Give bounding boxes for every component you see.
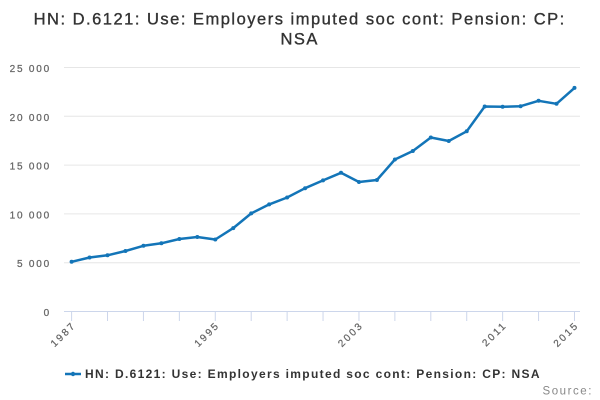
svg-text:25 000: 25 000 — [10, 64, 51, 75]
svg-text:HN: D.6121: Use: Employers imp: HN: D.6121: Use: Employers imputed soc c… — [34, 10, 566, 28]
svg-text:0: 0 — [44, 308, 51, 319]
svg-text:HN: D.6121: Use: Employers imp: HN: D.6121: Use: Employers imputed soc c… — [85, 367, 541, 381]
svg-text:NSA: NSA — [280, 31, 318, 49]
svg-text:2003: 2003 — [336, 320, 366, 350]
svg-text:15 000: 15 000 — [10, 162, 51, 173]
svg-text:10 000: 10 000 — [10, 210, 51, 221]
svg-text:20 000: 20 000 — [10, 113, 51, 124]
svg-text:1987: 1987 — [49, 320, 79, 350]
svg-text:Source:: Source: — [543, 386, 593, 398]
svg-text:2011: 2011 — [481, 320, 510, 349]
svg-text:2015: 2015 — [552, 320, 582, 350]
svg-text:1995: 1995 — [193, 320, 223, 350]
svg-text:5 000: 5 000 — [17, 259, 51, 270]
